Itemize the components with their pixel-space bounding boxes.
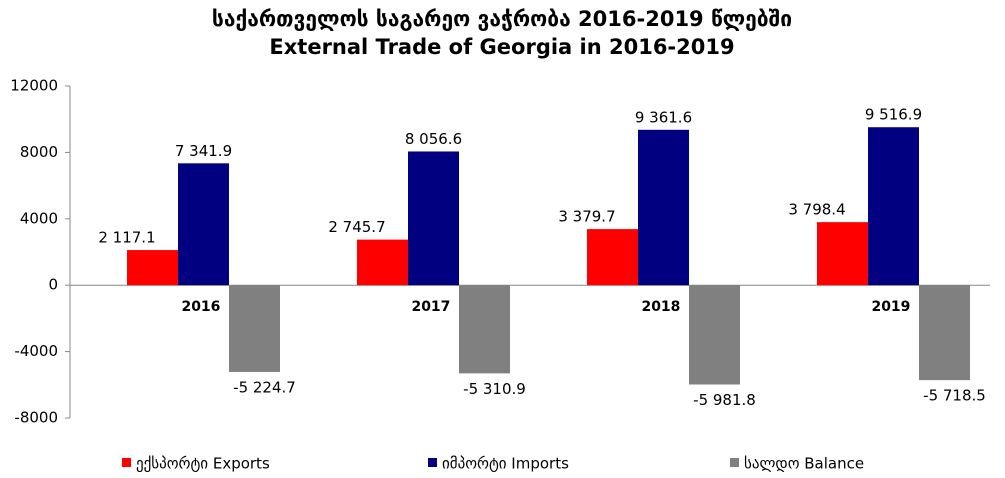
data-label: 3 798.4 (788, 201, 845, 219)
data-label: 2 117.1 (98, 229, 155, 247)
legend-swatch (122, 458, 131, 467)
legend-swatch (428, 458, 437, 467)
bar (127, 250, 178, 286)
y-tick-label: 4000 (20, 209, 58, 227)
data-label: -5 224.7 (233, 378, 296, 396)
data-label: -5 310.9 (463, 380, 526, 398)
legend-swatch (730, 458, 739, 467)
y-tick-label: 12000 (10, 77, 58, 95)
data-label: 3 379.7 (558, 208, 615, 226)
x-tick-label: 2016 (181, 299, 220, 315)
bar (229, 285, 280, 372)
legend-label: ექსპორტი Exports (136, 455, 270, 473)
bar (689, 285, 740, 385)
bar (178, 163, 229, 286)
data-label: -5 718.5 (923, 387, 986, 405)
data-label: 9 361.6 (635, 108, 692, 126)
bar (919, 285, 970, 381)
data-label: 8 056.6 (405, 130, 462, 148)
y-tick-label: -4000 (14, 342, 58, 360)
bar (357, 239, 408, 286)
x-tick-label: 2017 (411, 299, 450, 315)
bar (408, 151, 459, 286)
chart-title: საქართველოს საგარეო ვაჭრობა 2016-2019 წლ… (212, 7, 792, 31)
bar (868, 127, 919, 286)
legend-label: იმპორტი Imports (442, 455, 569, 473)
legend-label: სალდო Balance (744, 455, 864, 473)
data-label: 9 516.9 (865, 106, 922, 124)
y-tick-label: -8000 (14, 409, 58, 427)
bar (638, 129, 689, 286)
x-tick-label: 2018 (641, 299, 680, 315)
chart-subtitle: External Trade of Georgia in 2016-2019 (269, 35, 734, 59)
y-tick-label: 0 (48, 276, 58, 294)
y-tick-label: 8000 (20, 143, 58, 161)
bar (459, 285, 510, 374)
data-label: 2 745.7 (328, 218, 385, 236)
x-tick-label: 2019 (871, 299, 910, 315)
bar (817, 222, 868, 286)
data-label: 7 341.9 (175, 142, 232, 160)
data-label: -5 981.8 (693, 391, 756, 409)
bar (587, 229, 638, 286)
